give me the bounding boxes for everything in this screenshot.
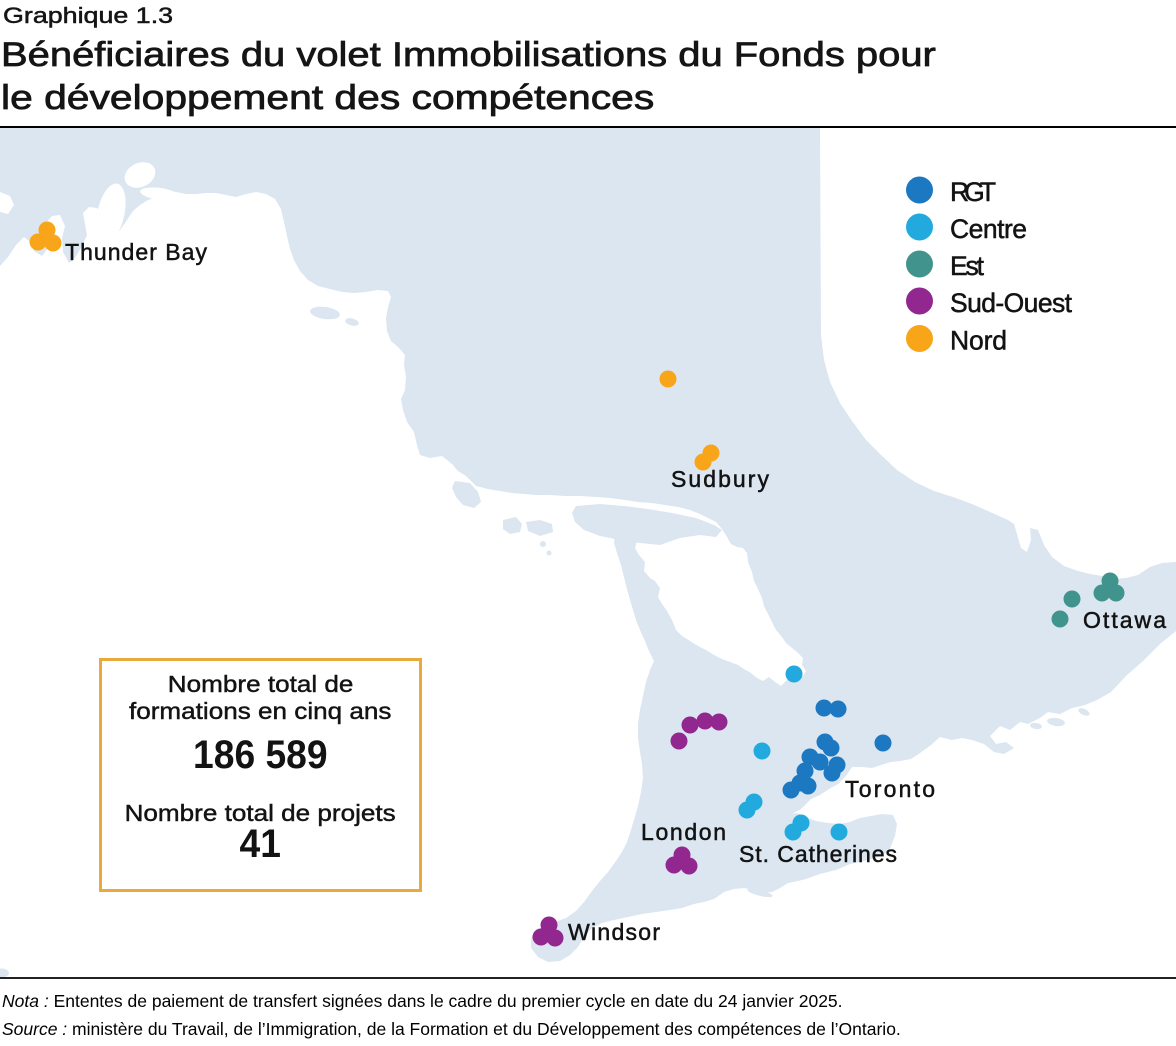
svg-text:London: London xyxy=(641,819,726,845)
svg-text:Centre: Centre xyxy=(950,214,1027,244)
svg-text:Thunder Bay: Thunder Bay xyxy=(65,239,208,265)
svg-text:St. Catherines: St. Catherines xyxy=(739,841,897,867)
svg-text:Windsor: Windsor xyxy=(568,919,660,945)
svg-text:Ottawa: Ottawa xyxy=(1083,607,1166,633)
svg-text:Est: Est xyxy=(950,251,985,281)
svg-text:Sud-Ouest: Sud-Ouest xyxy=(950,288,1073,318)
svg-text:Sudbury: Sudbury xyxy=(671,466,770,492)
svg-text:Toronto: Toronto xyxy=(845,776,935,802)
svg-text:RGT: RGT xyxy=(950,177,996,207)
svg-text:Nord: Nord xyxy=(950,326,1007,356)
